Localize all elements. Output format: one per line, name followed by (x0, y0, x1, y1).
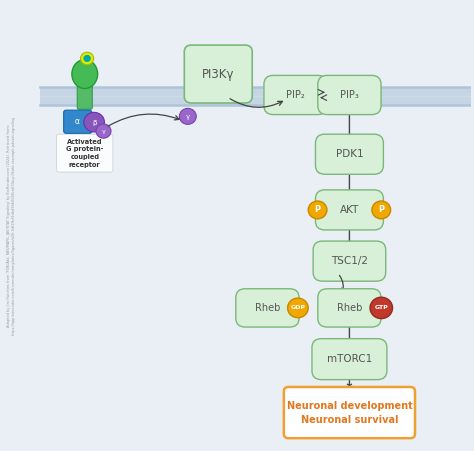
Text: Rheb: Rheb (255, 303, 280, 313)
FancyBboxPatch shape (57, 134, 113, 172)
Text: P: P (315, 205, 320, 214)
Text: PI3Kγ: PI3Kγ (202, 68, 235, 81)
Text: γ: γ (186, 114, 190, 120)
FancyArrowPatch shape (230, 99, 283, 107)
FancyBboxPatch shape (264, 75, 327, 115)
Circle shape (96, 124, 111, 138)
Text: PDK1: PDK1 (336, 149, 363, 159)
Text: Adapted by Jim Hutchins from 'PI3K/Akt, RAS/MAPK, JAK/STAT Signaling' by BioRend: Adapted by Jim Hutchins from 'PI3K/Akt, … (7, 116, 16, 335)
Text: Rheb: Rheb (337, 303, 362, 313)
Text: P: P (378, 205, 384, 214)
FancyBboxPatch shape (40, 87, 471, 105)
Text: γ: γ (101, 129, 105, 134)
FancyBboxPatch shape (313, 241, 386, 281)
FancyBboxPatch shape (184, 45, 252, 103)
FancyBboxPatch shape (316, 134, 383, 174)
FancyBboxPatch shape (284, 387, 415, 438)
FancyBboxPatch shape (318, 289, 381, 327)
FancyBboxPatch shape (236, 289, 299, 327)
FancyBboxPatch shape (316, 190, 383, 230)
Text: GTP: GTP (374, 305, 388, 310)
Circle shape (308, 201, 327, 219)
Text: α: α (75, 117, 80, 126)
FancyArrowPatch shape (108, 114, 179, 126)
FancyBboxPatch shape (318, 75, 381, 115)
Text: GDP: GDP (291, 305, 305, 310)
FancyBboxPatch shape (77, 83, 92, 109)
Text: Neuronal development
Neuronal survival: Neuronal development Neuronal survival (287, 400, 412, 424)
FancyArrowPatch shape (339, 276, 346, 293)
Circle shape (81, 52, 94, 64)
FancyBboxPatch shape (64, 110, 92, 133)
Circle shape (84, 112, 104, 132)
Text: AKT: AKT (340, 205, 359, 215)
Text: PIP₂: PIP₂ (286, 90, 305, 100)
Text: TSC1/2: TSC1/2 (331, 256, 368, 266)
Text: mTORC1: mTORC1 (327, 354, 372, 364)
Text: β: β (92, 120, 96, 126)
Circle shape (288, 298, 308, 318)
Circle shape (372, 201, 391, 219)
FancyBboxPatch shape (312, 339, 387, 380)
Circle shape (179, 108, 196, 124)
Text: PIP₃: PIP₃ (340, 90, 359, 100)
Circle shape (83, 55, 91, 62)
Text: Activated
G protein-
coupled
receptor: Activated G protein- coupled receptor (66, 139, 103, 168)
Ellipse shape (72, 60, 98, 88)
Circle shape (370, 297, 392, 318)
